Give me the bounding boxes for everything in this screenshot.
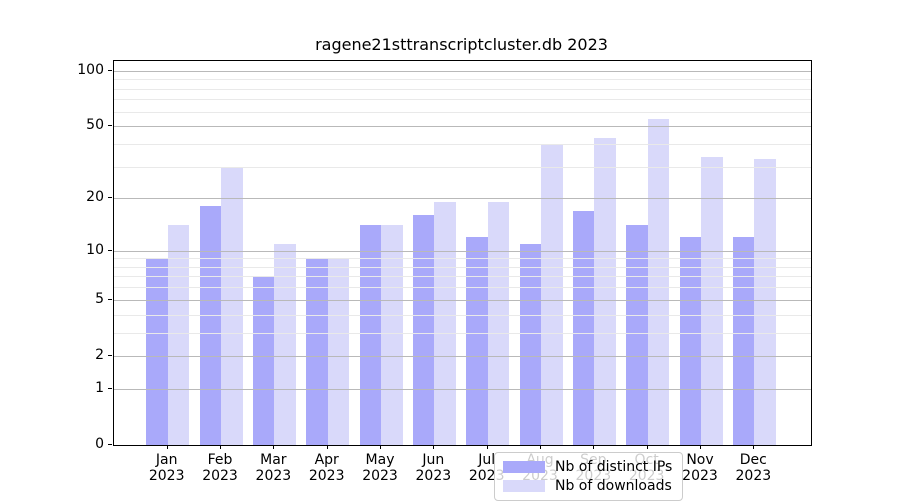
x-axis-tick: [166, 445, 168, 449]
plot-area: Nb of distinct IPs Nb of downloads: [113, 60, 812, 501]
minor-gridline: [114, 314, 811, 316]
y-tick-label: 50: [86, 117, 104, 134]
bar-distinct-ips: [359, 225, 382, 445]
x-tick-label: Jun 2023: [415, 452, 452, 484]
bar-downloads: [594, 138, 616, 445]
minor-gridline: [114, 287, 811, 289]
bar-distinct-ips: [466, 237, 488, 445]
x-axis-tick: [220, 445, 222, 449]
bar-distinct-ips: [519, 243, 541, 445]
bar-downloads: [381, 225, 403, 445]
y-tick-label: 5: [95, 290, 104, 307]
minor-gridline: [114, 166, 811, 168]
bar-distinct-ips: [199, 206, 222, 445]
y-axis-tick: [108, 69, 112, 71]
minor-gridline: [114, 99, 811, 101]
bar-downloads: [327, 258, 350, 445]
y-tick-label: 10: [86, 241, 104, 258]
major-gridline: [114, 70, 811, 72]
y-axis-tick: [108, 298, 112, 300]
minor-gridline: [114, 111, 811, 113]
chart-title: ragene21sttranscriptcluster.db 2023: [315, 35, 608, 54]
x-axis-tick: [273, 445, 275, 449]
x-tick-label: Mar 2023: [255, 452, 292, 484]
y-axis-tick: [108, 387, 112, 389]
x-axis-tick: [753, 445, 755, 449]
x-axis-tick: [646, 445, 648, 449]
bar-downloads: [647, 118, 670, 445]
x-tick-label: Nov 2023: [682, 452, 718, 484]
x-tick-label: Feb 2023: [202, 452, 238, 484]
major-gridline: [114, 126, 811, 128]
minor-gridline: [114, 266, 811, 268]
bar-downloads: [434, 202, 456, 445]
legend-swatch-downloads: [503, 480, 545, 492]
legend: Nb of distinct IPs Nb of downloads: [494, 452, 684, 501]
y-axis-tick: [108, 125, 112, 127]
y-tick-label: 20: [86, 189, 104, 206]
legend-item-downloads: Nb of downloads: [503, 478, 672, 494]
major-gridline: [114, 198, 811, 200]
bar-distinct-ips: [679, 237, 701, 445]
bar-distinct-ips: [732, 237, 755, 445]
y-tick-label: 2: [95, 346, 104, 363]
y-axis-tick: [108, 444, 112, 445]
bar-downloads: [167, 225, 190, 445]
x-tick-label: Apr 2023: [308, 452, 345, 484]
y-tick-label: 0: [95, 436, 104, 452]
legend-swatch-distinct-ips: [503, 461, 545, 473]
x-axis-tick: [326, 445, 328, 449]
x-tick-label: May 2023: [362, 452, 398, 484]
x-tick-label: Dec 2023: [735, 452, 772, 484]
x-axis-tick: [700, 445, 701, 449]
minor-gridline: [114, 276, 811, 278]
major-gridline: [114, 355, 811, 357]
x-axis-tick: [486, 445, 488, 449]
minor-gridline: [114, 258, 811, 260]
major-gridline: [114, 388, 811, 390]
bar-downloads: [754, 159, 776, 445]
bar-downloads: [221, 166, 243, 445]
bar-downloads: [541, 143, 563, 445]
x-tick-label: Jan 2023: [148, 452, 185, 484]
bar-distinct-ips: [306, 258, 328, 445]
bar-downloads: [274, 243, 296, 445]
bar-downloads: [701, 156, 723, 445]
bar-distinct-ips: [572, 210, 595, 445]
x-axis-tick: [593, 445, 595, 449]
x-axis-tick: [540, 445, 541, 449]
legend-item-distinct-ips: Nb of distinct IPs: [503, 459, 672, 475]
y-tick-label: 1: [95, 379, 104, 396]
minor-gridline: [114, 143, 811, 145]
legend-label: Nb of downloads: [555, 478, 672, 494]
bar-downloads: [487, 202, 510, 445]
x-axis-tick: [433, 445, 435, 449]
y-axis-tick: [108, 197, 112, 199]
minor-gridline: [114, 79, 811, 81]
minor-gridline: [114, 332, 811, 334]
y-tick-label: 100: [77, 61, 104, 78]
legend-label: Nb of distinct IPs: [555, 459, 673, 475]
y-axis-tick: [108, 354, 112, 356]
major-gridline: [114, 250, 811, 252]
bar-distinct-ips: [412, 215, 435, 445]
x-axis-tick: [380, 445, 382, 449]
minor-gridline: [114, 88, 811, 90]
bar-distinct-ips: [626, 225, 648, 445]
bar-distinct-ips: [252, 276, 275, 445]
bar-distinct-ips: [146, 258, 168, 445]
major-gridline: [114, 299, 811, 301]
y-axis-tick: [108, 249, 112, 251]
